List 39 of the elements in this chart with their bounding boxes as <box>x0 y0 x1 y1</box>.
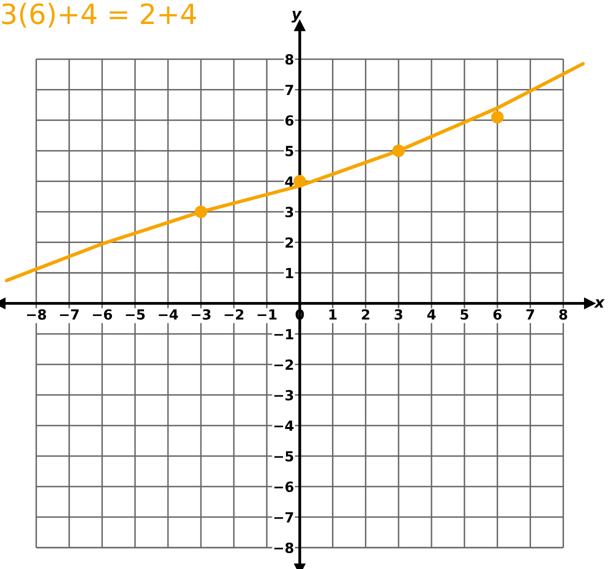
y-tick-label: 8 <box>285 54 294 65</box>
y-tick-label: −7 <box>274 512 294 522</box>
point <box>194 206 208 218</box>
point <box>392 144 405 158</box>
x-tick-label: 5 <box>460 309 468 320</box>
y-tick-label: 2 <box>286 237 293 248</box>
point <box>491 110 504 124</box>
y-tick-label: −8 <box>274 542 294 554</box>
x-tick-label: 8 <box>559 309 568 320</box>
x-axis-title: x <box>594 299 605 308</box>
y-tick-label: 1 <box>286 268 294 278</box>
y-tick-label: −3 <box>274 390 294 400</box>
y-tick-label: 7 <box>285 84 294 95</box>
point <box>294 175 306 188</box>
y-tick-label: 5 <box>286 146 294 156</box>
x-tick-label: −6 <box>92 309 112 320</box>
x-tick-label: 2 <box>362 309 370 320</box>
x-tick-label: −5 <box>126 309 145 320</box>
annotation: 3(6)+4 = 2+4 <box>2 2 196 28</box>
x-tick-label: −1 <box>258 309 277 320</box>
x-tick-label: 1 <box>329 309 337 320</box>
x-tick-label: −8 <box>27 309 46 320</box>
y-tick-label: −1 <box>274 329 294 340</box>
y-tick-label: −6 <box>274 482 294 492</box>
y-tick-label: 4 <box>285 176 294 187</box>
y-tick-label: −5 <box>274 451 294 462</box>
x-tick-label: −7 <box>60 309 79 320</box>
y-tick-label: −2 <box>274 359 293 370</box>
x-tick-label: 7 <box>526 309 534 320</box>
y-tick-label: 6 <box>285 115 294 126</box>
x-tick-label: −4 <box>158 309 178 320</box>
y-tick-label: −4 <box>274 420 294 431</box>
y-axis-title: y <box>291 10 302 23</box>
x-tick-label: 4 <box>427 309 436 320</box>
x-tick-label: −2 <box>224 309 244 320</box>
x-tick-label: 6 <box>493 309 502 320</box>
x-tick-label: −3 <box>192 309 210 320</box>
x-tick-label: 3 <box>394 309 402 320</box>
y-tick-label: 3 <box>285 206 294 218</box>
